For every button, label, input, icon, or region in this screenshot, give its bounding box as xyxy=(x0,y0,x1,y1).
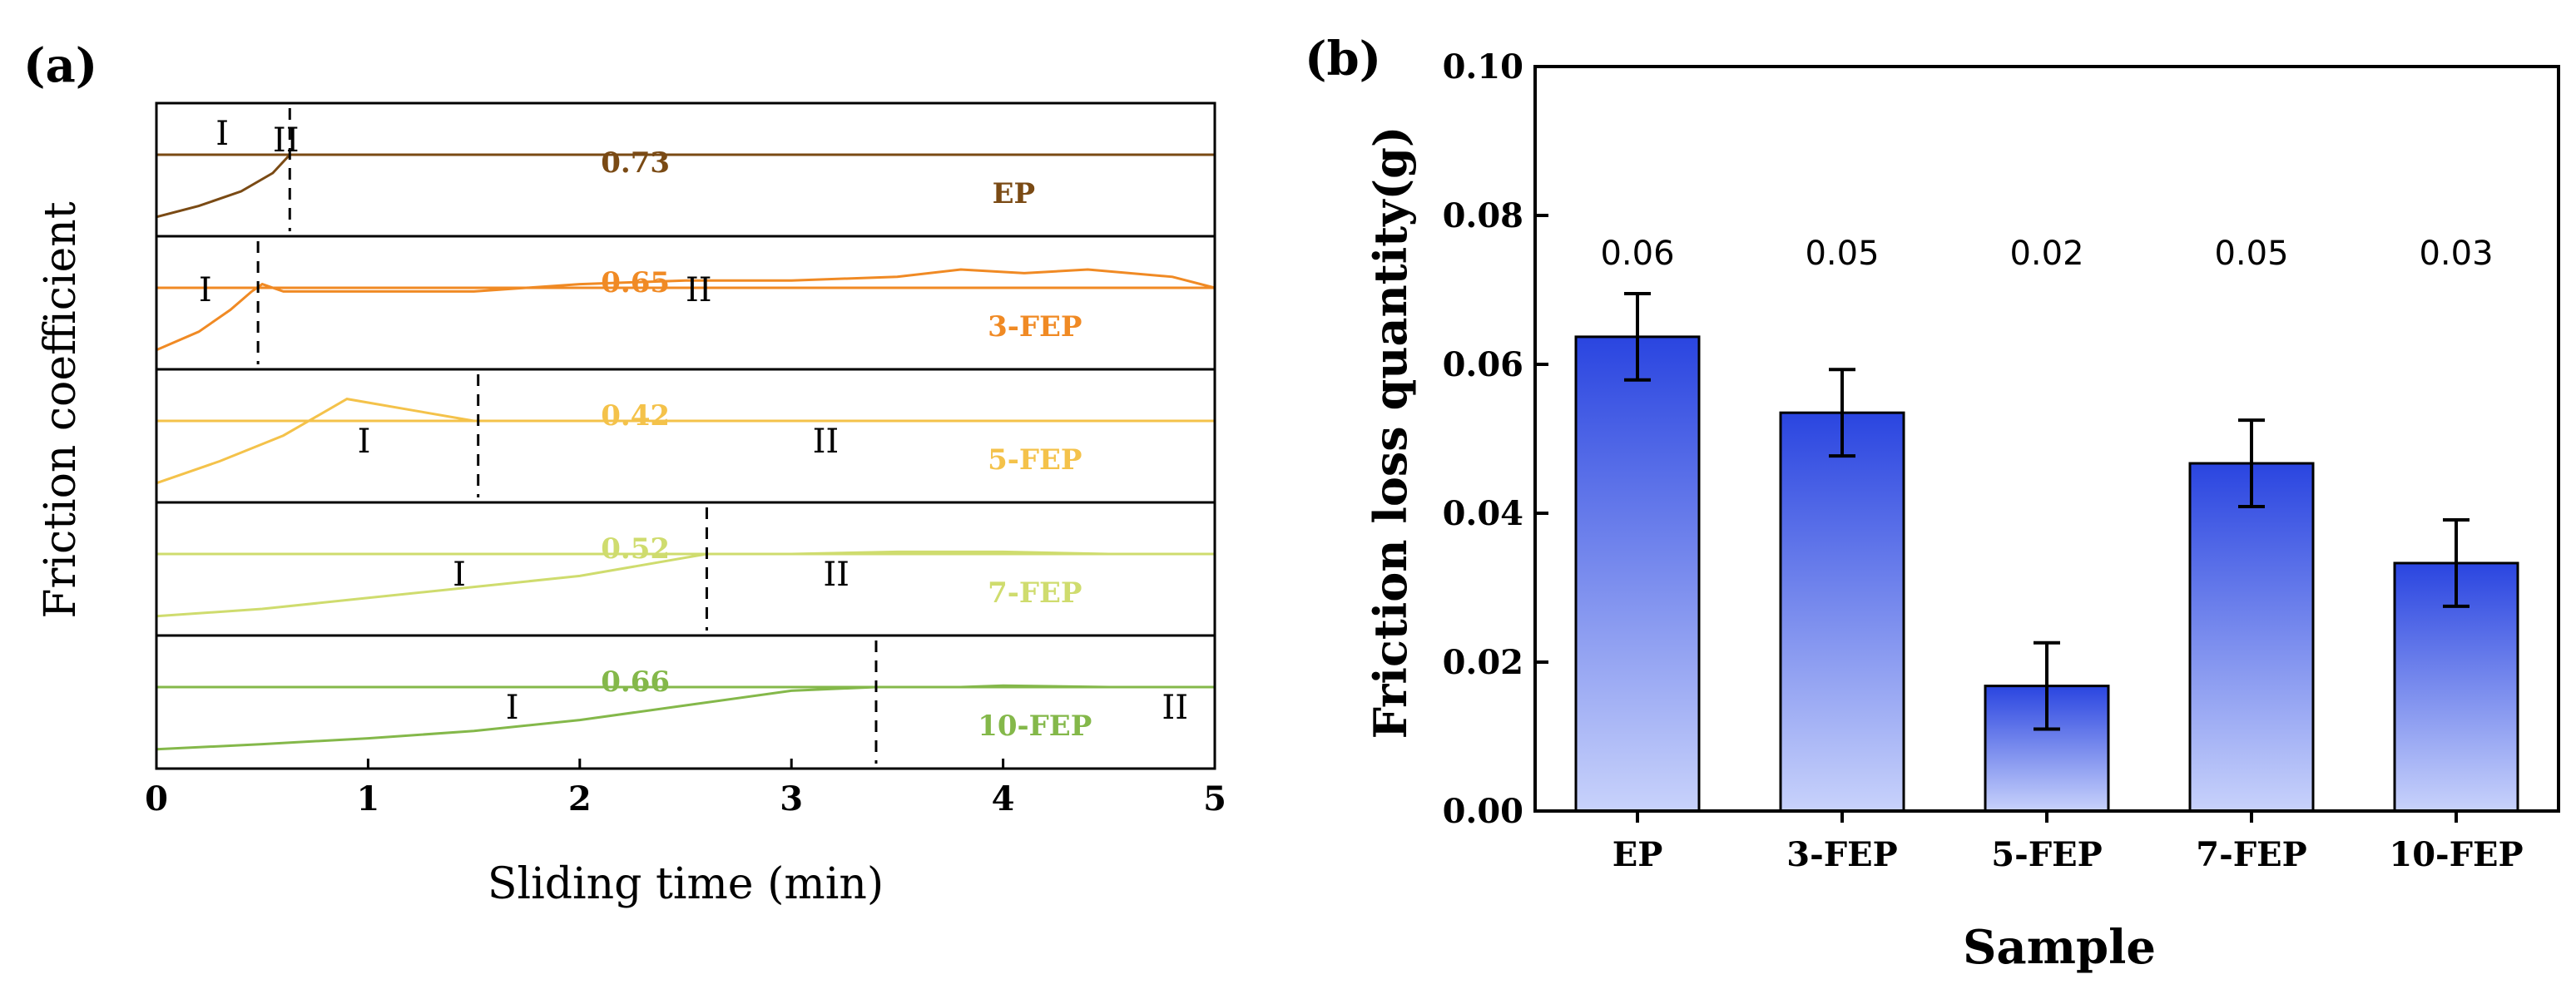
y-tick-label: 0.06 xyxy=(1443,345,1523,384)
y-tick-label: 0.04 xyxy=(1443,494,1523,533)
bar-value-label: 0.03 xyxy=(2419,235,2493,273)
series-line xyxy=(156,550,1215,618)
panel-a-label: (a) xyxy=(23,38,97,93)
average-label: 0.73 xyxy=(601,146,670,180)
series-line xyxy=(156,398,1215,485)
bar-value-label: 0.06 xyxy=(1600,235,1674,273)
x-tick-label: 1 xyxy=(356,779,379,818)
x-tick-label: 7-FEP xyxy=(2196,835,2306,874)
average-label: 0.66 xyxy=(601,665,670,699)
series-name-label: 10-FEP xyxy=(978,710,1092,743)
x-tick-label: 2 xyxy=(568,779,592,818)
series-name-label: 7-FEP xyxy=(988,576,1082,610)
panel-a-y-axis-label: Friction coefficient xyxy=(36,201,86,618)
bar-value-label: 0.05 xyxy=(2214,235,2288,273)
series-name-label: 3-FEP xyxy=(988,310,1082,344)
bar xyxy=(1779,411,1905,813)
stage-label-i: I xyxy=(199,271,212,309)
x-tick-label: 3 xyxy=(780,779,803,818)
bar xyxy=(1574,335,1701,813)
bar-value-label: 0.02 xyxy=(2009,235,2083,273)
series-line xyxy=(156,268,1216,352)
panel-a: (a) Friction coefficient Sliding time (m… xyxy=(23,38,1226,909)
panel-a-frame xyxy=(155,101,1216,770)
x-tick-label: 4 xyxy=(992,779,1015,818)
panel-b-y-ticks: 0.00 0.02 0.04 0.06 0.08 0.10 xyxy=(1443,47,1548,831)
bar xyxy=(2188,462,2315,813)
panel-b-frame xyxy=(1533,65,2560,813)
average-label: 0.42 xyxy=(601,399,670,433)
stage-label-i: I xyxy=(215,115,229,153)
x-tick-label: 10-FEP xyxy=(2389,835,2523,874)
y-tick-label: 0.02 xyxy=(1443,643,1523,682)
panel-b-bars: 0.06 EP 0.05 3-FEP 0.02 5-FEP 0.05 7-FEP 0.03 10-… xyxy=(1574,235,2524,874)
panel-b-y-axis-label: Friction loss quantity(g) xyxy=(1364,126,1417,739)
stage-label-ii: II xyxy=(686,271,712,309)
series-name-label: 5-FEP xyxy=(988,443,1082,477)
stage-label-ii: II xyxy=(813,423,840,461)
x-tick-label: EP xyxy=(1612,835,1663,874)
stage-label-ii: II xyxy=(823,556,850,594)
average-label: 0.65 xyxy=(601,266,670,299)
bar-value-label: 0.05 xyxy=(1805,235,1879,273)
y-tick-label: 0.10 xyxy=(1443,47,1523,87)
x-tick-label: 5-FEP xyxy=(1991,835,2102,874)
stage-label-ii: II xyxy=(273,121,300,160)
panel-a-x-axis-label: Sliding time (min) xyxy=(488,859,884,909)
stage-label-i: I xyxy=(358,423,371,461)
x-tick-label: 0 xyxy=(145,779,168,818)
x-tick-label: 5 xyxy=(1203,779,1226,818)
panel-b: (b) Friction loss quantity(g) Sample 0.0… xyxy=(1305,32,2560,975)
stage-label-ii: II xyxy=(1162,689,1188,727)
panel-b-x-axis-label: Sample xyxy=(1963,920,2156,975)
series-line xyxy=(156,153,1215,219)
y-tick-label: 0.08 xyxy=(1443,196,1523,235)
stage-label-i: I xyxy=(506,689,519,727)
series-name-label: EP xyxy=(993,177,1035,210)
y-tick-label: 0.00 xyxy=(1443,792,1523,831)
stage-label-i: I xyxy=(453,556,466,594)
x-tick-label: 3-FEP xyxy=(1786,835,1897,874)
panel-b-label: (b) xyxy=(1305,32,1381,87)
series-line xyxy=(156,684,1215,751)
average-label: 0.52 xyxy=(601,532,670,566)
